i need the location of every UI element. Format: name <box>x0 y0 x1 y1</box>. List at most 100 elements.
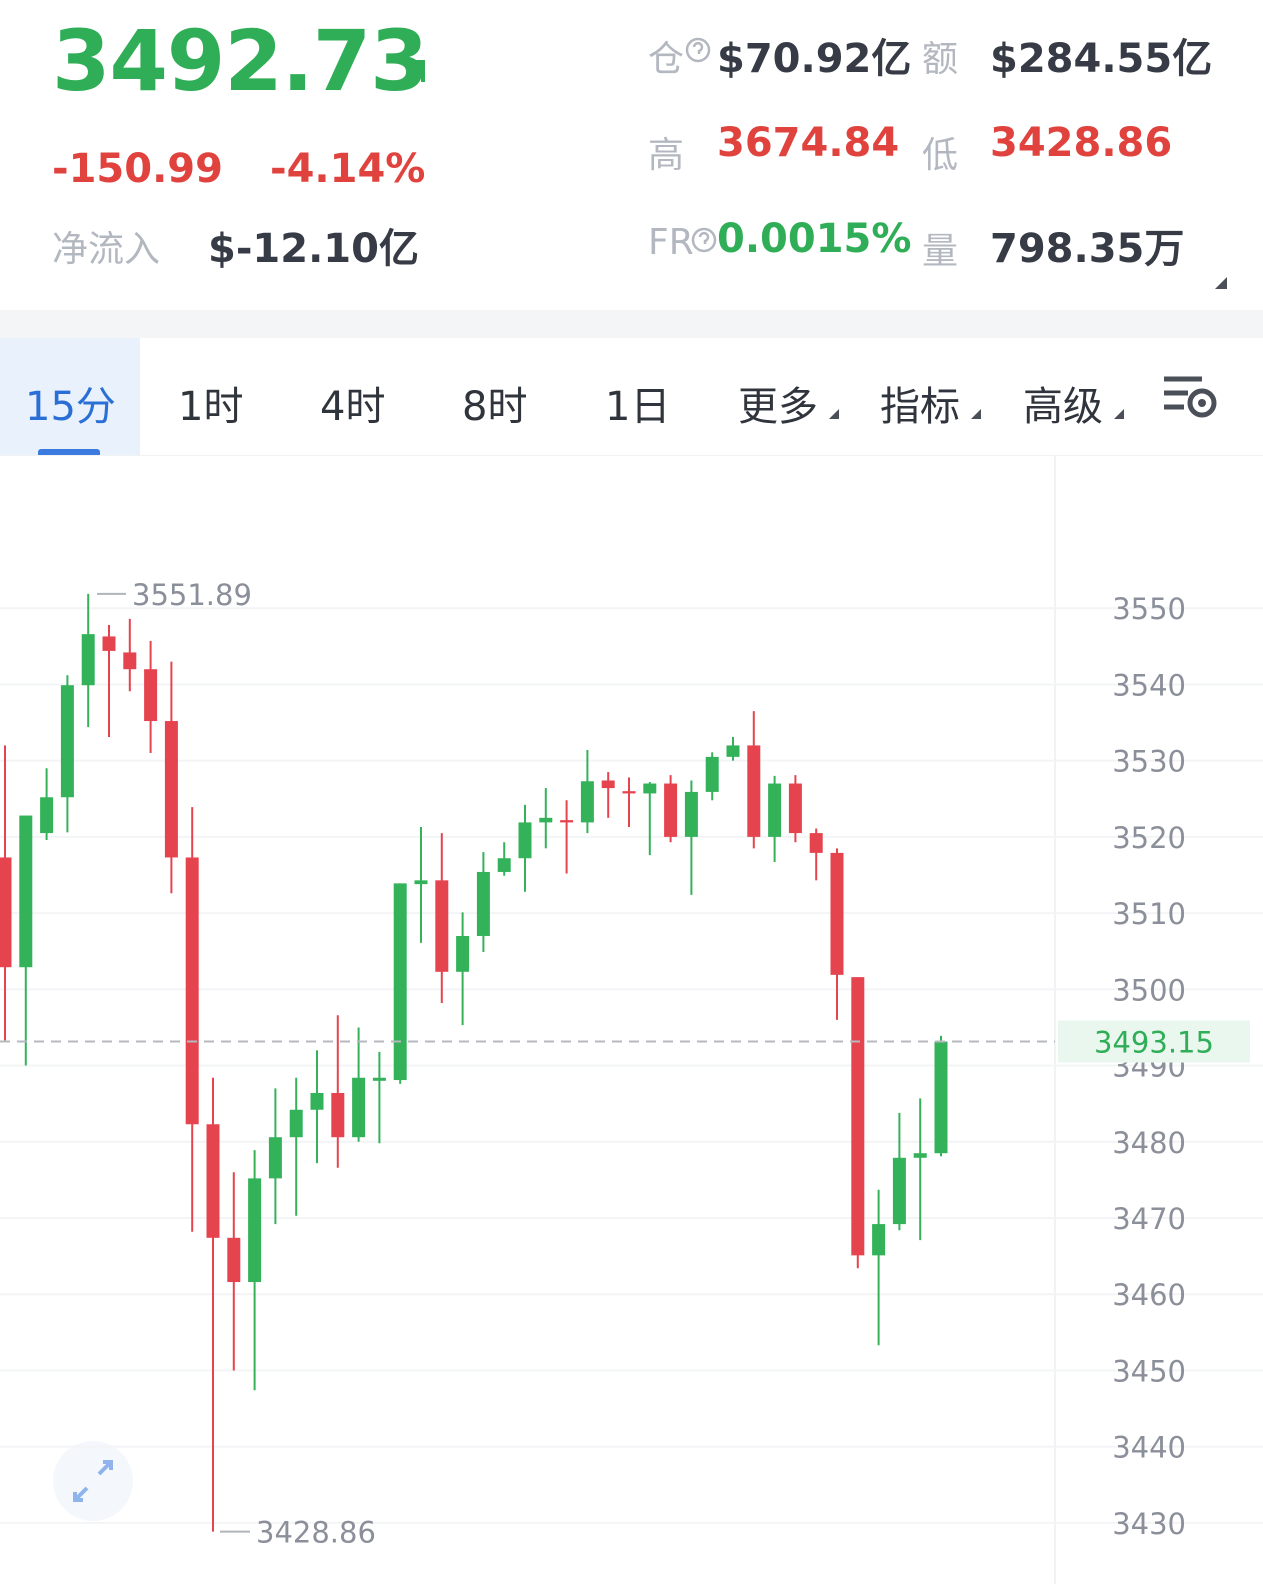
dropdown-triangle <box>971 409 981 419</box>
candle-body <box>81 634 95 686</box>
candle-body <box>0 857 12 968</box>
candle-body <box>352 1077 366 1138</box>
candle-body <box>372 1077 386 1081</box>
y-tick-label: 3530 <box>1112 745 1186 779</box>
tab[interactable]: 1日 <box>605 384 671 430</box>
label: 额 <box>922 39 959 80</box>
tab-bar: 15分 1时 4时 8时 1日 更多 指标 高级 <box>0 338 1263 456</box>
candle-body <box>435 880 449 972</box>
fullscreen-button[interactable] <box>53 1441 133 1521</box>
fullscreen-icon[interactable] <box>73 1460 113 1502</box>
y-tick-label: 3510 <box>1112 897 1186 931</box>
candle-body <box>892 1157 906 1225</box>
funding: 0.0015% <box>717 216 912 262</box>
candle-body <box>331 1092 345 1138</box>
candle-body <box>289 1109 303 1138</box>
candle-body <box>622 791 636 794</box>
candle-body <box>414 880 428 885</box>
volume: 798.35万 <box>990 226 1185 272</box>
candle-body <box>60 685 74 798</box>
y-tick-label: 3520 <box>1112 821 1186 855</box>
candle-body <box>123 652 137 670</box>
candle-body <box>456 935 470 972</box>
help-icon[interactable] <box>690 226 718 254</box>
candle-body <box>248 1178 262 1283</box>
annotation: 3428.86 <box>256 1516 376 1550</box>
candle-body <box>913 1153 927 1158</box>
tab[interactable]: 指标 <box>880 384 960 430</box>
candle-body <box>934 1041 948 1154</box>
candle-body <box>705 756 719 792</box>
candle-body <box>268 1137 282 1179</box>
tab[interactable]: 8时 <box>462 384 528 430</box>
dropdown-triangle <box>829 409 839 419</box>
annotation: 3551.89 <box>132 578 252 612</box>
candle-body <box>476 871 490 936</box>
dropdown-triangle <box>1114 409 1124 419</box>
change: -150.99 <box>52 146 223 192</box>
label: 高 <box>648 135 685 176</box>
y-tick-label: 3460 <box>1112 1278 1186 1312</box>
arrow-icon <box>393 60 425 91</box>
net-inflow: $-12.10亿 <box>208 226 419 272</box>
high: 3674.84 <box>717 120 900 166</box>
candle-body <box>539 817 553 823</box>
candle-body <box>684 791 698 837</box>
candle-body <box>560 820 574 823</box>
candle-body <box>872 1224 886 1256</box>
candle-body <box>164 721 178 858</box>
y-tick-label: 3480 <box>1112 1126 1186 1160</box>
price: 3492.73 <box>52 12 429 110</box>
y-tick-label: 3430 <box>1112 1507 1186 1541</box>
candle-body <box>185 857 199 1125</box>
tab[interactable]: 高级 <box>1023 384 1103 430</box>
settings-icon[interactable] <box>1162 374 1222 422</box>
chart: 3430344034503460347034803490350035103520… <box>0 455 1263 1584</box>
tab-selected-bg <box>0 338 140 455</box>
tab[interactable]: 4时 <box>320 384 386 430</box>
y-tick-label: 3440 <box>1112 1431 1186 1465</box>
label: 仓 <box>648 39 685 80</box>
tab[interactable]: 1时 <box>178 384 244 430</box>
y-tick-label: 3470 <box>1112 1202 1186 1236</box>
candle-body <box>726 745 740 757</box>
label: 量 <box>922 231 959 272</box>
open-interest: $70.92亿 <box>717 36 912 82</box>
candle-body <box>768 783 782 837</box>
help-icon[interactable] <box>684 36 712 64</box>
candle-body <box>19 815 33 968</box>
candle-body <box>144 669 158 722</box>
candle-body <box>310 1092 324 1110</box>
y-tick-label: 3450 <box>1112 1354 1186 1388</box>
candle-body <box>227 1237 241 1283</box>
turnover: $284.55亿 <box>990 36 1213 82</box>
candle-body <box>206 1124 220 1238</box>
last-price-box <box>1058 1020 1250 1063</box>
separator <box>0 310 1263 338</box>
candle-body <box>664 783 678 837</box>
header: 3492.73 -150.99 -4.14% 净流入 $-12.10亿 仓 $7… <box>0 0 1263 310</box>
candle-body <box>809 833 823 853</box>
candle-body <box>788 783 802 834</box>
candle-body <box>643 783 657 794</box>
tab-underline <box>38 449 100 455</box>
candle-body <box>851 977 865 1256</box>
candle-body <box>518 822 532 859</box>
label: 净流入 <box>52 229 161 270</box>
expand-triangle[interactable] <box>1214 276 1228 290</box>
y-tick-label: 3500 <box>1112 973 1186 1007</box>
last-price-label: 3493.15 <box>1094 1026 1214 1060</box>
y-tick-label: 3550 <box>1112 592 1186 626</box>
change-pct: -4.14% <box>270 146 426 192</box>
candle-body <box>601 780 615 789</box>
candle-body <box>40 797 54 834</box>
low: 3428.86 <box>990 120 1173 166</box>
candle-body <box>497 858 511 872</box>
tab[interactable]: 更多 <box>738 384 818 430</box>
candle-body <box>580 781 594 823</box>
candle-body <box>393 883 407 1081</box>
label: 低 <box>922 135 959 176</box>
tab[interactable]: 15分 <box>25 384 116 430</box>
label: FR <box>648 222 694 263</box>
